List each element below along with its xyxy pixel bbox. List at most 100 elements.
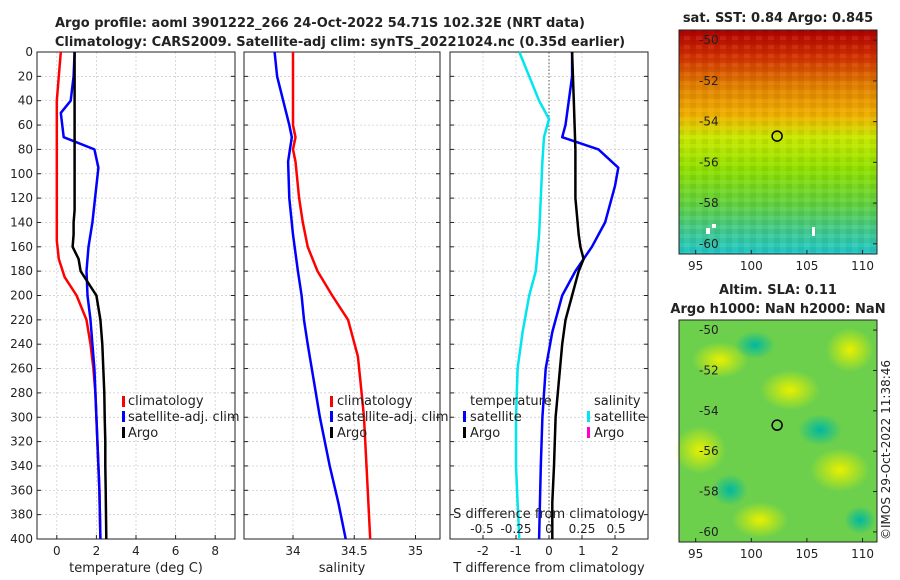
legend-s-satellite-adj: satellite-adj. clim bbox=[337, 410, 449, 425]
map-lat-label: -52 bbox=[699, 74, 719, 88]
depth-tick-label: 260 bbox=[10, 362, 33, 376]
sla-axes bbox=[678, 319, 878, 543]
depth-tick-label: 220 bbox=[10, 313, 33, 327]
map-lat-label: -58 bbox=[699, 196, 719, 210]
s-tick: 0.25 bbox=[569, 522, 596, 536]
salinity-xlabel: salinity bbox=[319, 561, 366, 576]
sla-blob bbox=[810, 448, 870, 492]
x-tick-label: 8 bbox=[211, 544, 219, 558]
map-lon-label: 110 bbox=[851, 547, 874, 561]
sla-map-title-line2: Argo h1000: NaN h2000: NaN bbox=[670, 302, 885, 317]
legend-argo: Argo bbox=[128, 426, 158, 441]
figure-title-line2: Climatology: CARS2009. Satellite-adj cli… bbox=[55, 35, 625, 50]
sst-land-pixel bbox=[712, 224, 716, 228]
s-difference-ticks: -0.5 -0.25 0 0.25 0.5 bbox=[470, 522, 625, 536]
s-difference-label: S difference from climatology bbox=[453, 507, 645, 522]
depth-tick-label: 180 bbox=[10, 264, 33, 278]
x-tick-label: 0 bbox=[545, 544, 553, 558]
x-tick-label: 34.5 bbox=[341, 544, 368, 558]
legend-temperature-title: temperature bbox=[470, 394, 552, 409]
legend-mark-s-climatology bbox=[330, 396, 333, 407]
legend-t-satellite: satellite bbox=[470, 410, 522, 425]
difference-legend: temperature satellite Argo salinity sate… bbox=[463, 394, 646, 441]
legend-s-satellite: satellite bbox=[594, 410, 646, 425]
map-lon-label: 95 bbox=[688, 259, 703, 273]
depth-tick-label: 160 bbox=[10, 240, 33, 254]
map-lon-label: 110 bbox=[851, 259, 874, 273]
difference-xlabel: T difference from climatology bbox=[452, 561, 645, 576]
s-tick: 0.5 bbox=[606, 522, 625, 536]
legend-s-argo-diff: Argo bbox=[594, 426, 624, 441]
salinity-legend: climatology satellite-adj. clim Argo bbox=[330, 394, 449, 441]
map-lat-label: -60 bbox=[699, 525, 719, 539]
depth-tick-label: 80 bbox=[18, 142, 33, 156]
x-tick-label: -2 bbox=[477, 544, 489, 558]
map-lat-label: -58 bbox=[699, 485, 719, 499]
depth-tick-label: 60 bbox=[18, 118, 33, 132]
sla-blob bbox=[735, 331, 775, 359]
legend-mark-satellite-adj bbox=[122, 411, 125, 422]
legend-s-argo: Argo bbox=[337, 426, 367, 441]
sla-blob bbox=[844, 506, 876, 534]
temperature-axes bbox=[36, 51, 236, 540]
sla-blob bbox=[712, 474, 748, 506]
imos-watermark: ©IMOS 29-Oct-2022 11:38:46 bbox=[879, 360, 893, 540]
depth-tick-label: 400 bbox=[10, 532, 33, 546]
sla-blob bbox=[674, 426, 726, 474]
map-lon-label: 105 bbox=[795, 547, 818, 561]
series-line-climatology bbox=[291, 52, 372, 540]
depth-tick-label: 40 bbox=[18, 94, 33, 108]
depth-tick-label: 320 bbox=[10, 435, 33, 449]
depth-tick-label: 120 bbox=[10, 191, 33, 205]
depth-tick-label: 340 bbox=[10, 459, 33, 473]
depth-tick-label: 100 bbox=[10, 167, 33, 181]
salinity-panel: 34 34.5 35 salinity climatology satellite-… bbox=[243, 51, 449, 576]
sst-argo-location-marker bbox=[771, 130, 783, 142]
legend-mark-climatology bbox=[122, 396, 125, 407]
sst-land-pixel bbox=[706, 228, 710, 234]
depth-tick-label: 140 bbox=[10, 215, 33, 229]
map-lon-label: 105 bbox=[795, 259, 818, 273]
salinity-axes bbox=[243, 51, 441, 540]
series-line-satellite-adj-clim bbox=[59, 51, 102, 540]
map-lat-label: -50 bbox=[699, 323, 719, 337]
depth-tick-label: 240 bbox=[10, 337, 33, 351]
series-line-t-argo bbox=[551, 51, 585, 539]
legend-climatology: climatology bbox=[128, 394, 204, 409]
s-tick: -0.25 bbox=[500, 522, 531, 536]
sla-blob bbox=[826, 328, 874, 372]
legend-mark-t-satellite bbox=[463, 411, 466, 422]
sst-texture bbox=[679, 30, 877, 254]
temperature-panel: 0204060801001201401601802002202402602803… bbox=[10, 45, 240, 576]
map-lon-label: 95 bbox=[688, 547, 703, 561]
depth-tick-label: 360 bbox=[10, 483, 33, 497]
temperature-legend: climatology satellite-adj. clim Argo bbox=[122, 394, 240, 441]
legend-salinity-title: salinity bbox=[594, 394, 641, 409]
s-tick: -0.5 bbox=[470, 522, 493, 536]
sst-map: sat. SST: 0.84 Argo: 0.845 -50 -52 -54 -56 -… bbox=[678, 11, 878, 273]
map-lat-label: -56 bbox=[699, 444, 719, 458]
legend-mark-s-argo bbox=[330, 427, 333, 438]
series-line-argo bbox=[71, 52, 108, 540]
depth-tick-label: 300 bbox=[10, 410, 33, 424]
sst-axes bbox=[678, 29, 878, 255]
map-lat-label: -54 bbox=[699, 404, 719, 418]
x-tick-label: -1 bbox=[510, 544, 522, 558]
sla-map-title-line1: Altim. SLA: 0.11 bbox=[719, 283, 837, 298]
depth-tick-label: 380 bbox=[10, 508, 33, 522]
x-tick-label: 1 bbox=[578, 544, 586, 558]
x-tick-label: 6 bbox=[172, 544, 180, 558]
sst-land-pixel bbox=[812, 227, 815, 236]
map-lat-label: -54 bbox=[699, 115, 719, 129]
map-lat-label: -56 bbox=[699, 155, 719, 169]
legend-mark-s-satellite bbox=[587, 411, 590, 422]
legend-mark-argo bbox=[122, 427, 125, 438]
sla-blob bbox=[760, 370, 820, 410]
sst-map-title: sat. SST: 0.84 Argo: 0.845 bbox=[683, 11, 873, 26]
figure-title-line1: Argo profile: aoml 3901222_266 24-Oct-20… bbox=[55, 16, 585, 31]
series-line-satellite-adj-clim bbox=[273, 51, 347, 540]
sla-anomaly-blobs bbox=[674, 328, 876, 538]
legend-mark-s-argo-diff bbox=[587, 427, 590, 438]
depth-tick-label: 280 bbox=[10, 386, 33, 400]
legend-satellite-adj: satellite-adj. clim bbox=[128, 410, 240, 425]
